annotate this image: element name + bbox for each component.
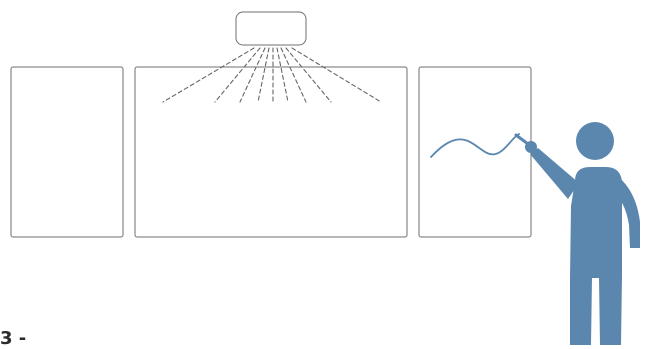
corner-label: 3 - [0,328,27,349]
person-arm-lower [612,175,640,248]
projection-rays [162,47,382,103]
side-panel-left [10,66,124,238]
person-head [576,122,614,160]
projector-icon [235,11,307,46]
projection-ray [257,47,270,103]
projection-ray [291,47,382,103]
person-icon [514,122,640,345]
projection-ray [285,47,332,103]
pen-icon [514,133,530,146]
pen-stroke [430,133,520,158]
projection-ray [162,47,255,103]
person-arm [530,148,579,199]
projection-ray [239,47,266,103]
projection-ray [280,47,307,103]
projection-ray [276,47,289,103]
projection-ray [214,47,261,103]
main-screen [134,66,408,238]
person-body [570,167,622,345]
